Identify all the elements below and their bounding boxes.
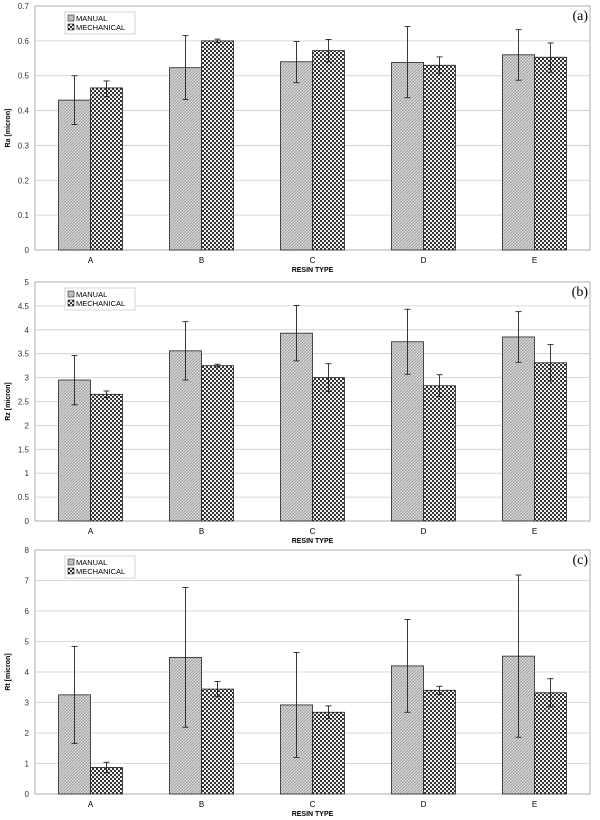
y-tick-label: 0.3 — [18, 141, 30, 150]
bar-mechanical — [201, 365, 234, 522]
bar-mechanical — [423, 64, 456, 251]
x-tick-label: A — [88, 527, 94, 536]
y-tick-label: 3 — [25, 699, 30, 708]
x-tick-label: B — [199, 256, 204, 265]
y-tick-label: 0.1 — [18, 211, 30, 220]
x-tick-label: D — [421, 800, 427, 809]
panel-label: (a) — [572, 9, 588, 24]
legend-box — [64, 287, 136, 311]
bar-mechanical — [423, 385, 456, 522]
legend-swatch — [67, 23, 75, 31]
y-tick-label: 0.2 — [18, 176, 30, 185]
x-tick-label: C — [310, 527, 316, 536]
bar-mechanical — [90, 393, 123, 522]
bar-mechanical — [312, 50, 345, 251]
x-tick-label: C — [310, 256, 316, 265]
x-axis-label: RESIN TYPE — [292, 267, 334, 274]
bar-mechanical — [201, 40, 234, 251]
legend-box — [64, 555, 136, 579]
legend-swatch — [67, 567, 75, 575]
x-tick-label: A — [88, 256, 94, 265]
legend-box — [64, 11, 136, 35]
y-tick-label: 5 — [25, 278, 30, 287]
bar-mechanical — [534, 362, 567, 522]
x-tick-label: E — [532, 800, 537, 809]
legend-label: MECHANICAL — [76, 23, 125, 32]
legend-label: MANUAL — [76, 558, 107, 567]
bar-manual — [502, 336, 535, 522]
y-axis-label: Ra [micron] — [5, 109, 12, 148]
y-tick-label: 0.5 — [18, 72, 30, 81]
y-tick-label: 3 — [25, 374, 30, 383]
y-tick-label: 4.5 — [18, 302, 30, 311]
y-tick-label: 1 — [25, 469, 30, 478]
x-tick-label: A — [88, 800, 94, 809]
legend-label: MECHANICAL — [76, 567, 125, 576]
y-axis-label: Rt [micron] — [5, 653, 12, 690]
bar-mechanical — [201, 688, 234, 795]
bar-mechanical — [312, 711, 345, 795]
legend-swatch — [67, 299, 75, 307]
x-tick-label: D — [421, 527, 427, 536]
bar-mechanical — [534, 692, 567, 795]
panel-a: 0 0.1 0.2 0.3 0.4 0.5 0.6 0.7 Ra [micron] A B C D E RE… — [5, 2, 591, 274]
y-tick-label: 2 — [25, 421, 30, 430]
y-tick-label: 0 — [25, 517, 30, 526]
y-tick-label: 0.5 — [18, 493, 30, 502]
x-tick-label: E — [532, 527, 537, 536]
y-tick-label: 1.5 — [18, 445, 30, 454]
y-axis-label: Rz [micron] — [5, 382, 12, 421]
panel-b: 0 0.5 1 1.5 2 2.5 3 3.5 4 4.5 5 Rz [micron] A B C D E RES… — [5, 278, 591, 545]
x-tick-label: B — [199, 800, 204, 809]
y-tick-label: 5 — [25, 638, 30, 647]
legend-swatch — [67, 14, 75, 22]
x-tick-label: C — [310, 800, 316, 809]
bar-manual — [280, 61, 313, 251]
y-tick-label: 0 — [25, 246, 30, 255]
y-tick-label: 0.4 — [18, 107, 30, 116]
bar-mechanical — [423, 689, 456, 795]
y-tick-label: 7 — [25, 577, 30, 586]
panel-label: (b) — [572, 285, 589, 300]
legend-label: MECHANICAL — [76, 299, 125, 308]
x-tick-label: D — [421, 256, 427, 265]
y-tick-label: 0.6 — [18, 37, 30, 46]
y-tick-label: 0 — [25, 790, 30, 799]
x-axis-label: RESIN TYPE — [292, 811, 334, 818]
y-tick-label: 2.5 — [18, 398, 30, 407]
legend-swatch — [67, 290, 75, 298]
y-tick-label: 0.7 — [18, 2, 30, 11]
legend-label: MANUAL — [76, 290, 107, 299]
y-tick-label: 6 — [25, 607, 30, 616]
panel-label: (c) — [572, 553, 588, 568]
x-axis-label: RESIN TYPE — [292, 538, 334, 545]
bar-mechanical — [90, 87, 123, 251]
legend-label: MANUAL — [76, 14, 107, 23]
legend-swatch — [67, 558, 75, 566]
y-tick-label: 4 — [25, 326, 30, 335]
bar-mechanical — [312, 377, 345, 522]
x-tick-label: E — [532, 256, 537, 265]
bar-manual — [280, 332, 313, 522]
bar-mechanical — [534, 56, 567, 251]
y-tick-label: 3.5 — [18, 350, 30, 359]
bar-manual — [502, 54, 535, 251]
y-tick-label: 8 — [25, 546, 30, 555]
x-tick-label: B — [199, 527, 204, 536]
panel-c: 0 1 2 3 4 5 6 7 8 Rt [micron] A B C D E RESIN TYPE (c) MA… — [5, 546, 591, 818]
y-tick-label: 4 — [25, 668, 30, 677]
y-tick-label: 1 — [25, 760, 30, 769]
y-tick-label: 2 — [25, 729, 30, 738]
